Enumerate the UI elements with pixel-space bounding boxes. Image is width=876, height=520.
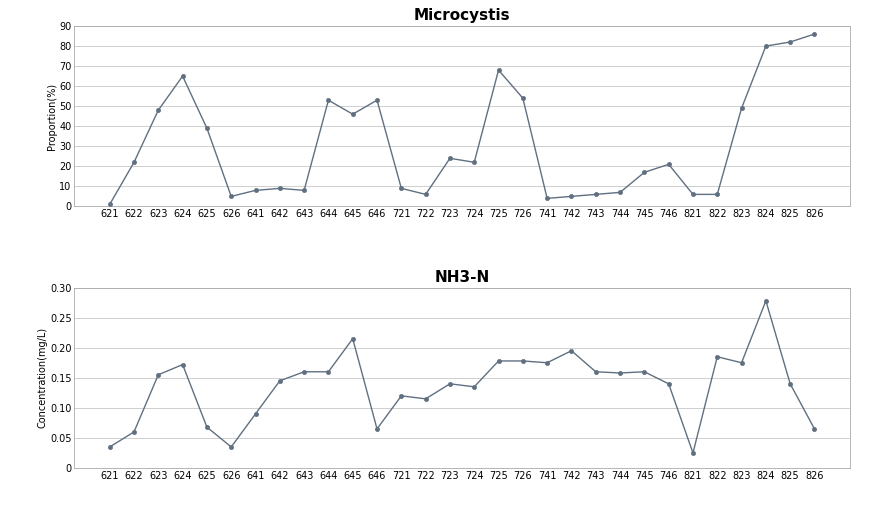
Title: Microcystis: Microcystis — [413, 8, 511, 23]
Title: NH3-N: NH3-N — [434, 270, 490, 285]
Y-axis label: Concentration(mg/L): Concentration(mg/L) — [38, 327, 47, 428]
Y-axis label: Proportion(%): Proportion(%) — [46, 83, 57, 150]
